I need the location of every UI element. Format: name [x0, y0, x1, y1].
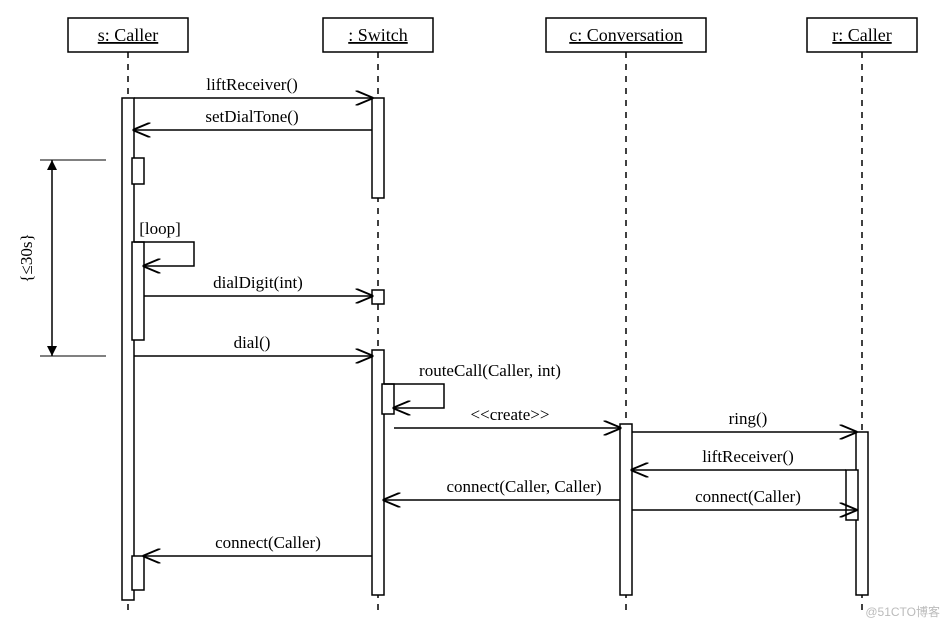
message-label-2: [loop]: [139, 219, 181, 238]
message-label-3: dialDigit(int): [213, 273, 303, 292]
activation-s-3: [132, 242, 144, 340]
activation-s-10: [132, 556, 144, 590]
activation-s-2: [132, 158, 144, 184]
message-label-7: ring(): [729, 409, 768, 428]
watermark-text: @51CTO博客: [865, 603, 940, 620]
message-label-8: liftReceiver(): [702, 447, 794, 466]
constraint-arrow-up: [47, 160, 57, 170]
message-label-6: <<create>>: [471, 405, 550, 424]
message-label-4: dial(): [234, 333, 271, 352]
activation-sw-6: [382, 384, 394, 414]
constraint-label: {≤30s}: [17, 233, 36, 282]
lifeline-label-sw: : Switch: [348, 25, 408, 45]
message-label-5: routeCall(Caller, int): [419, 361, 561, 380]
message-label-10: connect(Caller): [695, 487, 801, 506]
activation-c-7: [620, 424, 632, 595]
lifeline-label-c: c: Conversation: [569, 25, 682, 45]
message-label-9: connect(Caller, Caller): [446, 477, 601, 496]
activation-sw-1: [372, 98, 384, 198]
activation-r-9: [846, 470, 858, 520]
activation-sw-4: [372, 290, 384, 304]
message-label-1: setDialTone(): [205, 107, 298, 126]
lifeline-label-s: s: Caller: [98, 25, 159, 45]
message-label-0: liftReceiver(): [206, 75, 298, 94]
message-label-11: connect(Caller): [215, 533, 321, 552]
lifeline-label-r: r: Caller: [832, 25, 891, 45]
constraint-arrow-down: [47, 346, 57, 356]
